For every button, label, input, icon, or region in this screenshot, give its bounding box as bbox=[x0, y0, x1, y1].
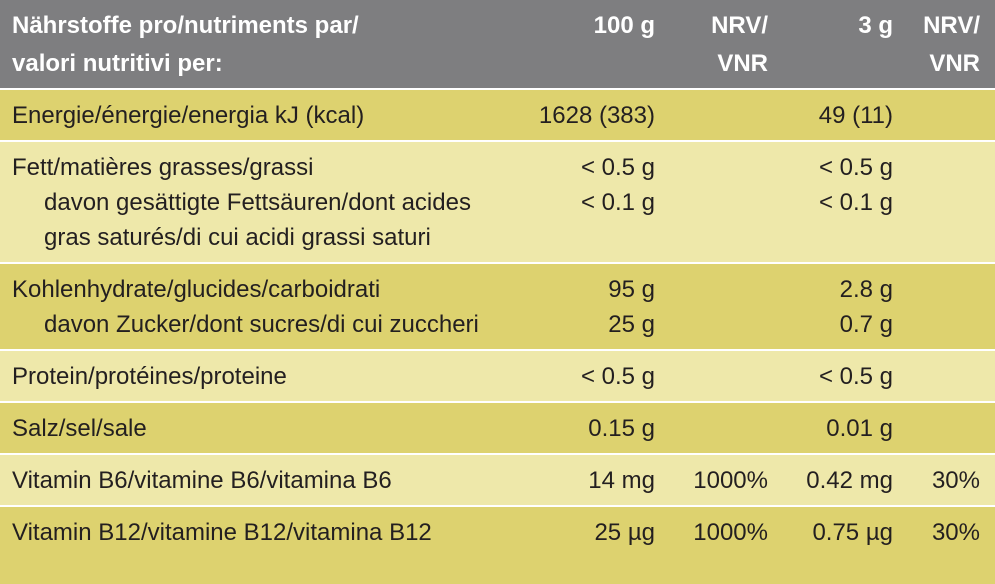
row-line: Protein/protéines/proteine < 0.5 g < 0.5 g bbox=[0, 359, 995, 394]
row-line: Fett/matières grasses/grassi < 0.5 g < 0.5… bbox=[0, 150, 995, 185]
nutrient-label: davon Zucker/dont sucres/di cui zuccheri bbox=[44, 311, 479, 338]
row-line: Vitamin B12/vitamine B12/vitamina B12 25 … bbox=[0, 515, 995, 550]
row-line: Energie/énergie/energia kJ (kcal) 1628 (3… bbox=[0, 98, 995, 133]
nutrient-value: < 0.5 g bbox=[818, 154, 893, 181]
nutrient-value: 1000% bbox=[693, 519, 768, 546]
row-group: Vitamin B6/vitamine B6/vitamina B6 14 mg 1… bbox=[0, 455, 995, 505]
nutrient-label: Energie/énergie/energia kJ (kcal) bbox=[12, 102, 365, 129]
nutrient-value: < 0.5 g bbox=[818, 363, 893, 390]
nutrient-value: 0.42 mg bbox=[806, 467, 893, 494]
nutrient-label: Kohlenhydrate/glucides/carboidrati bbox=[12, 276, 381, 303]
nutrient-value: 0.75 µg bbox=[812, 519, 893, 546]
nutrient-value: 30% bbox=[931, 467, 980, 494]
row-group: Protein/protéines/proteine < 0.5 g < 0.5 g bbox=[0, 351, 995, 401]
header-cell: Nährstoffe pro/nutriments par/ bbox=[12, 12, 359, 39]
header-cell: VNR bbox=[717, 50, 768, 77]
nutrient-value: 2.8 g bbox=[839, 276, 893, 303]
row-line: davon gesättigte Fettsäuren/dont acides <… bbox=[0, 185, 995, 220]
row-group: Salz/sel/sale 0.15 g 0.01 g bbox=[0, 403, 995, 453]
nutrient-value: < 0.5 g bbox=[580, 363, 655, 390]
row-line: davon Zucker/dont sucres/di cui zuccheri… bbox=[0, 307, 995, 342]
row-line: Kohlenhydrate/glucides/carboidrati 95 g 2.… bbox=[0, 272, 995, 307]
nutrient-value: 30% bbox=[931, 519, 980, 546]
table-header: Nährstoffe pro/nutriments par/valori nut… bbox=[0, 0, 995, 88]
row-line: Vitamin B6/vitamine B6/vitamina B6 14 mg 1… bbox=[0, 463, 995, 498]
nutrient-value: < 0.1 g bbox=[818, 189, 893, 216]
header-cell: 100 g bbox=[593, 12, 655, 39]
nutrient-value: 0.01 g bbox=[826, 415, 893, 442]
nutrient-label: Salz/sel/sale bbox=[12, 415, 147, 442]
row-group: Fett/matières grasses/grassi < 0.5 g < 0.5… bbox=[0, 142, 995, 262]
nutrient-label: Protein/protéines/proteine bbox=[12, 363, 287, 390]
header-cell: VNR bbox=[929, 50, 980, 77]
nutrient-label: davon gesättigte Fettsäuren/dont acides bbox=[44, 189, 471, 216]
nutrient-value: 95 g bbox=[608, 276, 655, 303]
nutrient-label: Fett/matières grasses/grassi bbox=[12, 154, 314, 181]
nutrient-label: Vitamin B6/vitamine B6/vitamina B6 bbox=[12, 467, 392, 494]
row-line: Salz/sel/sale 0.15 g 0.01 g bbox=[0, 411, 995, 446]
nutrient-label: Vitamin B12/vitamine B12/vitamina B12 bbox=[12, 519, 432, 546]
nutrient-value: 1000% bbox=[693, 467, 768, 494]
header-cell: NRV/ bbox=[711, 12, 768, 39]
header-cell: valori nutritivi per: bbox=[12, 50, 223, 77]
nutrient-value: 49 (11) bbox=[818, 102, 893, 129]
row-group: Kohlenhydrate/glucides/carboidrati 95 g 2.… bbox=[0, 264, 995, 349]
nutrient-label: gras saturés/di cui acidi grassi saturi bbox=[44, 224, 431, 251]
nutrient-value: < 0.1 g bbox=[580, 189, 655, 216]
nutrient-value: 1628 (383) bbox=[538, 102, 655, 129]
row-line: gras saturés/di cui acidi grassi saturi bbox=[0, 220, 995, 255]
nutrient-value: 0.7 g bbox=[839, 311, 893, 338]
header-cell: 3 g bbox=[858, 12, 893, 39]
header-cell: NRV/ bbox=[923, 12, 980, 39]
nutrient-value: 0.15 g bbox=[588, 415, 655, 442]
nutrient-value: < 0.5 g bbox=[580, 154, 655, 181]
row-group: Vitamin B12/vitamine B12/vitamina B12 25 … bbox=[0, 507, 995, 584]
nutrient-value: 25 g bbox=[608, 311, 655, 338]
nutrient-value: 14 mg bbox=[588, 467, 655, 494]
row-group: Energie/énergie/energia kJ (kcal) 1628 (3… bbox=[0, 90, 995, 140]
nutrient-value: 25 µg bbox=[594, 519, 655, 546]
